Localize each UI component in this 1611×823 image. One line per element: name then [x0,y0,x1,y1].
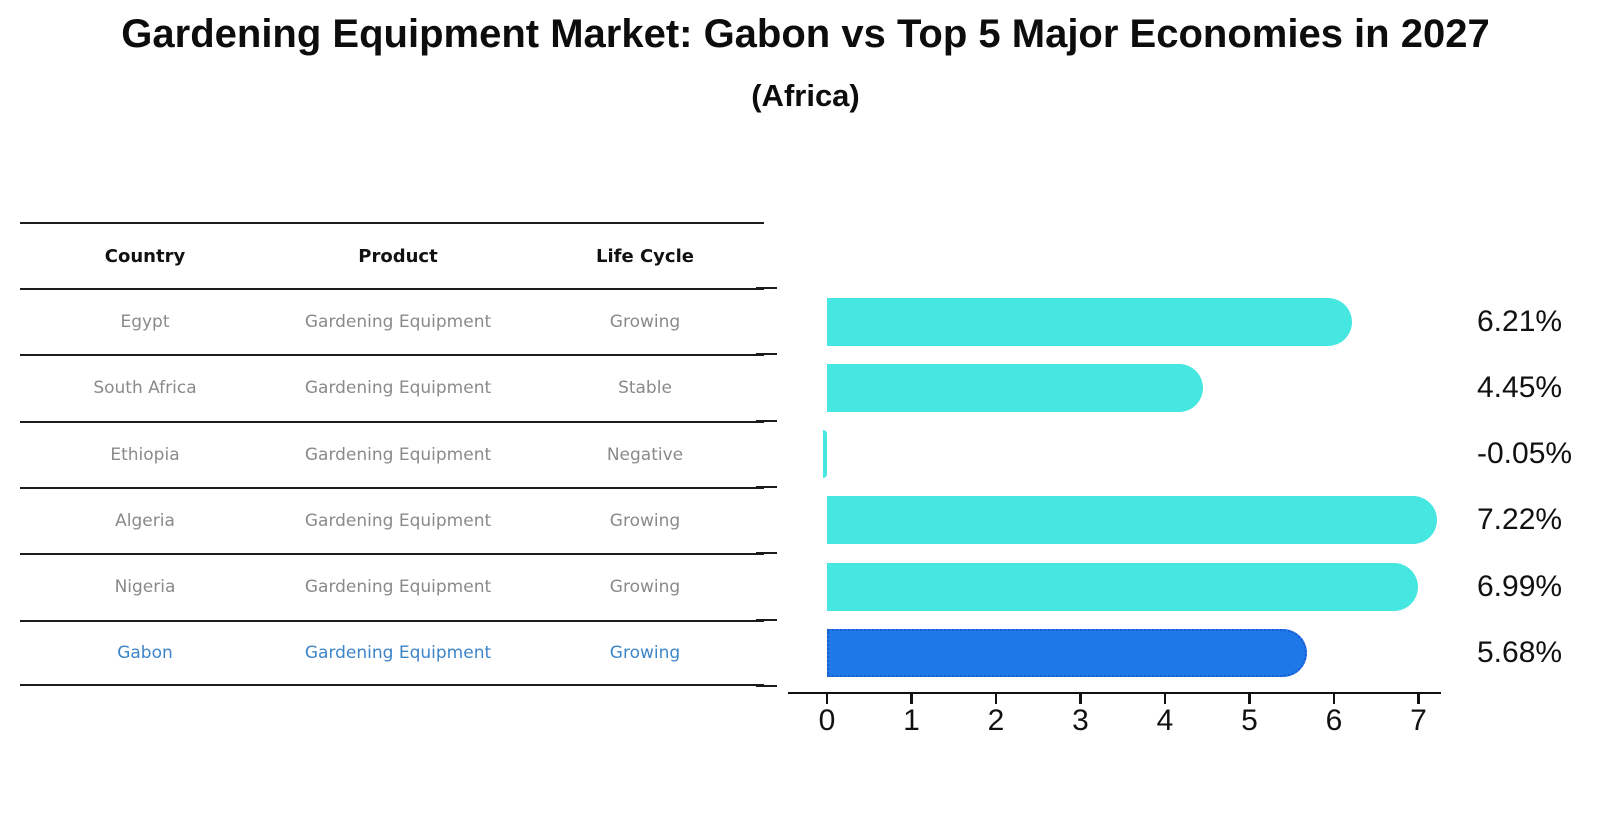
value-label-gabon: 5.68% [1477,636,1563,670]
x-axis-tick-label: 6 [1325,704,1343,737]
cell-product: Gardening Equipment [304,312,492,333]
column-header-life-cycle: Life Cycle [596,245,694,267]
value-label-algeria: 7.22% [1477,503,1563,537]
table-row-gabon-highlighted: Gabon Gardening Equipment Growing [20,619,764,686]
cell-country: Algeria [115,511,175,532]
cell-life-cycle: Negative [606,444,684,465]
x-axis-tick [910,694,913,704]
y-axis-tick [756,684,777,687]
x-axis-tick [1417,694,1420,704]
cell-life-cycle: Growing [609,312,681,333]
cell-product: Gardening Equipment [304,444,492,465]
cell-product: Gardening Equipment [304,577,492,598]
cell-life-cycle: Growing [609,577,681,598]
cell-product: Gardening Equipment [304,378,492,399]
table-row-egypt: Egypt Gardening Equipment Growing [20,288,764,354]
x-axis-tick-label: 7 [1410,704,1427,737]
country-table: Country Product Life Cycle Egypt Gardeni… [20,222,764,686]
x-axis-tick-label: 5 [1241,704,1258,737]
column-header-product: Product [358,245,438,267]
cell-life-cycle: Growing [609,511,681,532]
cell-life-cycle: Stable [618,378,672,399]
x-axis-tick [994,694,998,704]
x-axis-tick [1248,694,1251,704]
bar-ethiopia [822,430,827,479]
x-axis-tick-label: 0 [818,704,836,737]
x-axis-tick-label: 2 [987,704,1005,737]
y-axis-tick [756,419,777,422]
bar-nigeria [827,562,1418,611]
bar-gabon-highlighted [827,629,1307,678]
value-label-egypt: 6.21% [1477,304,1563,338]
x-axis-line [788,691,1441,694]
column-header-country: Country [104,245,186,267]
bar-algeria [827,496,1438,545]
x-axis-tick [825,694,829,704]
x-axis-tick [1163,694,1167,704]
bar-south-africa [827,363,1204,412]
x-axis-tick [1332,694,1336,704]
cell-product: Gardening Equipment [304,642,492,663]
table-row-south-africa: South Africa Gardening Equipment Stable [20,354,764,420]
y-axis-tick [756,485,777,488]
y-axis-tick [756,353,777,356]
y-axis-tick [756,552,777,555]
cell-country: Gabon [117,642,173,663]
x-axis-tick-label: 1 [903,704,920,737]
x-axis-tick-label: 3 [1072,704,1089,737]
chart-subtitle: (Africa) [751,78,860,113]
y-axis-tick [756,618,777,621]
value-label-nigeria: 6.99% [1477,569,1563,603]
table-header-row: Country Product Life Cycle [20,222,764,288]
cell-country: South Africa [93,378,197,399]
value-label-ethiopia: -0.05% [1477,437,1573,471]
value-label-south-africa: 4.45% [1477,370,1563,404]
table-row-algeria: Algeria Gardening Equipment Growing [20,486,764,553]
y-axis-tick [756,287,777,289]
x-axis-tick [1079,694,1082,704]
cell-country: Ethiopia [110,444,180,465]
table-row-nigeria: Nigeria Gardening Equipment Growing [20,553,764,619]
cell-country: Nigeria [114,577,176,598]
cell-product: Gardening Equipment [304,511,492,532]
cell-country: Egypt [120,312,170,333]
bar-egypt [827,297,1352,346]
chart-title: Gardening Equipment Market: Gabon vs Top… [121,12,1490,56]
x-axis-tick-label: 4 [1156,704,1174,737]
table-row-ethiopia: Ethiopia Gardening Equipment Negative [20,420,764,487]
cell-life-cycle: Growing [609,642,681,663]
